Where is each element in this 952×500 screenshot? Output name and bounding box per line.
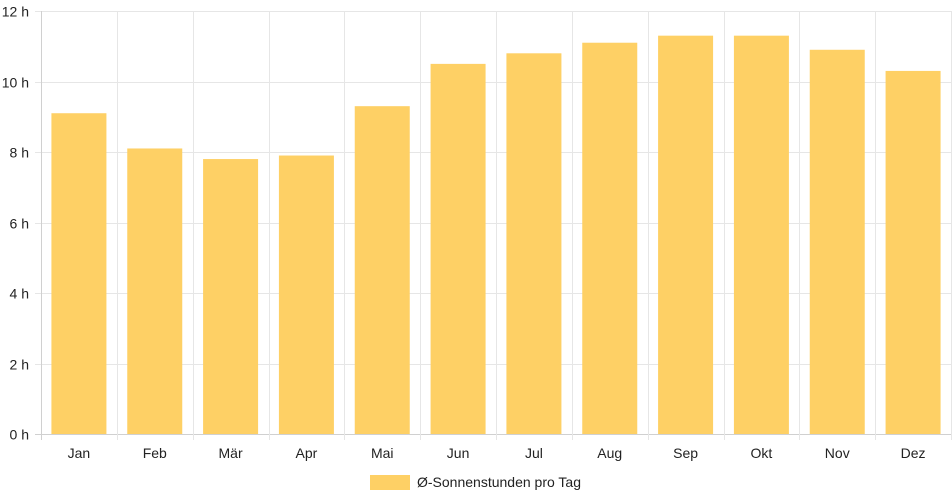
bars xyxy=(51,35,941,435)
bar-nov[interactable] xyxy=(809,49,865,435)
x-tick-label: Okt xyxy=(751,445,773,461)
bar-jun[interactable] xyxy=(430,63,486,434)
y-tick-label: 4 h xyxy=(10,286,29,302)
y-tick-label: 2 h xyxy=(10,357,29,373)
x-tick-label: Sep xyxy=(673,445,698,461)
legend[interactable]: Ø-Sonnenstunden pro Tag xyxy=(370,474,581,490)
x-tick-label: Apr xyxy=(296,445,318,461)
x-tick-label: Jun xyxy=(447,445,470,461)
x-tick-label: Jul xyxy=(525,445,543,461)
x-tick-label: Aug xyxy=(597,445,622,461)
x-tick-label: Nov xyxy=(825,445,850,461)
bar-apr[interactable] xyxy=(278,155,334,434)
x-tick-label: Feb xyxy=(143,445,167,461)
grid-lines xyxy=(35,11,952,440)
y-tick-label: 10 h xyxy=(2,75,29,91)
bar-mär[interactable] xyxy=(203,159,259,435)
bar-dez[interactable] xyxy=(885,70,941,435)
x-tick-label: Jan xyxy=(68,445,91,461)
y-tick-label: 6 h xyxy=(10,216,29,232)
x-axis-ticks: Jan Feb Mär Apr Mai Jun Jul Aug Sep Okt Nov Dez xyxy=(68,445,926,461)
legend-swatch[interactable] xyxy=(370,475,410,490)
bar-jan[interactable] xyxy=(51,113,107,434)
y-tick-label: 0 h xyxy=(10,427,29,443)
y-tick-label: 8 h xyxy=(10,145,29,161)
bar-okt[interactable] xyxy=(733,35,789,435)
bar-jul[interactable] xyxy=(506,53,562,435)
y-axis-ticks: 0 h 2 h 4 h 6 h 8 h 10 h 12 h xyxy=(2,4,29,443)
x-tick-label: Mär xyxy=(219,445,243,461)
bar-aug[interactable] xyxy=(582,42,638,434)
x-tick-label: Dez xyxy=(901,445,926,461)
bar-feb[interactable] xyxy=(127,148,183,434)
legend-label[interactable]: Ø-Sonnenstunden pro Tag xyxy=(417,474,581,490)
bar-mai[interactable] xyxy=(354,106,410,435)
x-tick-label: Mai xyxy=(371,445,394,461)
y-tick-label: 12 h xyxy=(2,4,29,20)
bar-sep[interactable] xyxy=(658,35,714,435)
